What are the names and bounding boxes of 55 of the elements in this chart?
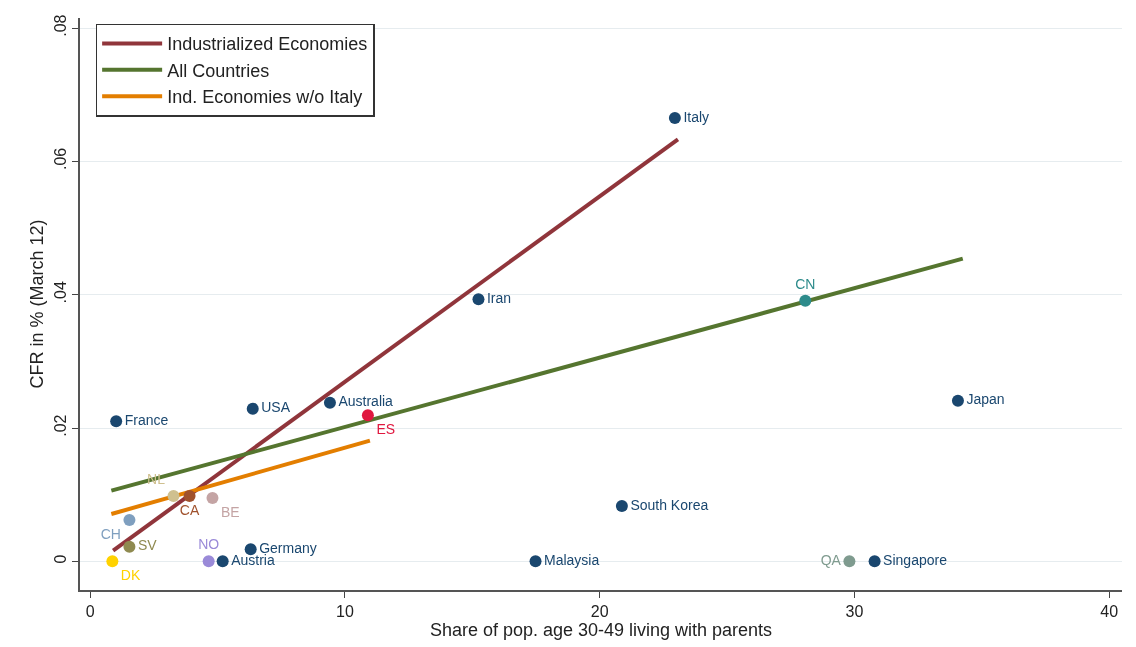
series-label: Singapore bbox=[883, 551, 948, 568]
x-tick-label: 0 bbox=[85, 602, 95, 620]
point bbox=[799, 294, 812, 307]
series-label: Australia bbox=[338, 393, 394, 410]
point bbox=[868, 555, 881, 568]
point bbox=[323, 396, 336, 409]
point bbox=[246, 402, 259, 415]
x-tick-label: 30 bbox=[845, 602, 864, 620]
point bbox=[183, 490, 196, 502]
series-label: Italy bbox=[683, 108, 710, 125]
point bbox=[123, 540, 136, 553]
series-label: CA bbox=[179, 502, 200, 518]
x-tick-label: 40 bbox=[1100, 602, 1119, 620]
series-label: Japan bbox=[966, 391, 1005, 408]
series-label: BE bbox=[220, 504, 240, 520]
series-label: DK bbox=[120, 567, 141, 584]
point bbox=[472, 293, 485, 306]
y-tick-label: .08 bbox=[51, 14, 69, 37]
legend-label: Ind. Economies w/o Italy bbox=[167, 87, 363, 108]
series-label: USA bbox=[261, 399, 291, 416]
series-label: SV bbox=[137, 537, 158, 554]
legend-label: Industrialized Economies bbox=[167, 34, 368, 55]
point bbox=[951, 394, 964, 407]
point bbox=[216, 555, 229, 568]
point bbox=[110, 415, 123, 428]
series-label: Malaysia bbox=[544, 551, 600, 568]
x-axis-title: Share of pop. age 30-49 living with parents bbox=[429, 619, 773, 640]
series-label: CH bbox=[100, 526, 121, 542]
series-label: CN bbox=[795, 275, 816, 292]
point bbox=[843, 555, 856, 568]
series-label: France bbox=[124, 411, 169, 428]
series-label: QA bbox=[820, 551, 842, 568]
point bbox=[123, 514, 136, 526]
y-tick-label: .02 bbox=[51, 414, 69, 437]
x-tick-label: 10 bbox=[336, 602, 354, 620]
series-label: ES bbox=[376, 421, 396, 438]
point bbox=[361, 409, 374, 422]
series-label: Germany bbox=[259, 539, 317, 556]
series-label: Iran bbox=[486, 289, 512, 306]
point bbox=[615, 500, 628, 512]
point bbox=[529, 555, 542, 568]
series-label: NO bbox=[198, 536, 220, 553]
point bbox=[167, 490, 180, 502]
point bbox=[106, 555, 119, 568]
legend-label: All Countries bbox=[167, 60, 270, 81]
point bbox=[202, 555, 215, 568]
series-label: NL bbox=[147, 471, 166, 487]
y-tick-label: .04 bbox=[51, 281, 69, 304]
y-tick-label: .06 bbox=[51, 147, 69, 171]
x-tick-label: 20 bbox=[590, 602, 609, 620]
point bbox=[668, 112, 681, 124]
y-axis-title: CFR in % (March 12) bbox=[26, 219, 47, 389]
series-label: South Korea bbox=[630, 496, 709, 513]
point bbox=[206, 492, 219, 504]
y-tick-label: 0 bbox=[51, 554, 69, 564]
